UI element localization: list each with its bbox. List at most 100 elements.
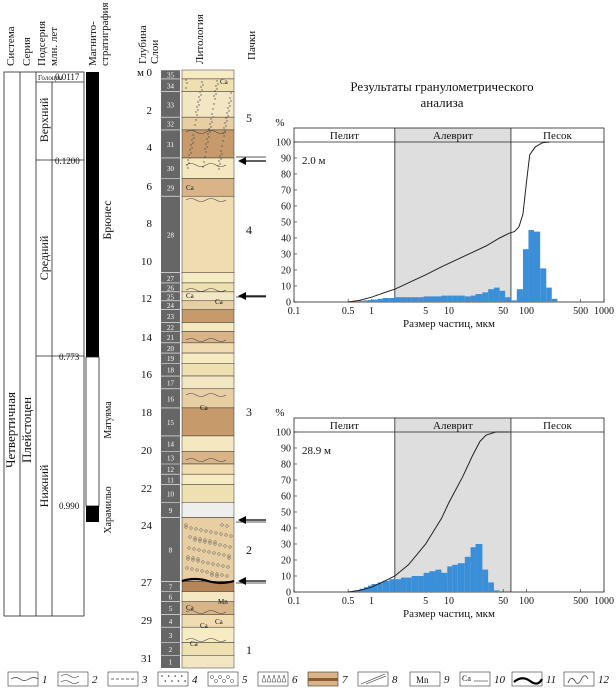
histogram-bar — [367, 585, 372, 592]
layer-number: 25 — [167, 293, 175, 301]
lithology-label: Ca — [200, 404, 209, 412]
histogram-bar — [452, 295, 458, 302]
pack-number: 3 — [246, 405, 252, 419]
y-tick-label: 40 — [281, 524, 291, 535]
histogram-bar — [382, 298, 390, 302]
histogram-bar — [435, 296, 442, 302]
lithology-layer — [181, 463, 235, 475]
layer-number: 32 — [167, 121, 175, 129]
layer-number: 28 — [167, 231, 175, 239]
legend-number: 6 — [292, 674, 298, 686]
col-depth-unit: м — [137, 67, 144, 79]
legend-swatch — [57, 671, 89, 687]
age-3: 0.990 — [59, 501, 80, 511]
lithology-column: Ca Ca Ca Ca Ca Mn Ca Ca Ca Ca — [181, 69, 235, 669]
gravel-circle — [213, 542, 217, 546]
sand-dot — [220, 150, 222, 152]
sand-dot — [216, 88, 218, 90]
cumulative-curve — [348, 141, 550, 303]
legend-dot — [164, 680, 167, 682]
histogram-bar — [457, 563, 465, 592]
histogram-bar — [475, 544, 483, 592]
legend-number: 11 — [546, 674, 556, 686]
y-tick-label: 60 — [281, 492, 291, 503]
sand-dot — [190, 152, 192, 154]
depth-tick: 27 — [141, 577, 153, 589]
histogram-bar — [389, 579, 395, 592]
grain-size-chart-bottom: Пелит Алеврит Песок 0 10 20 30 40 50 60 70 80 90 100%… — [275, 407, 614, 620]
sand-dot — [230, 100, 232, 102]
y-tick-label: 30 — [281, 540, 291, 551]
sand-dot — [189, 149, 191, 151]
histogram-bar — [464, 296, 471, 302]
layer-number: 11 — [167, 476, 174, 484]
lower-label: Нижний — [37, 464, 51, 507]
y-tick-label: 70 — [281, 476, 291, 487]
cumulative-curve — [348, 431, 510, 593]
depth-tick: 31 — [141, 653, 152, 665]
sand-dot — [204, 148, 206, 150]
depth-tick: 8 — [147, 218, 153, 230]
gravel-circle — [229, 534, 233, 538]
layer-number: 18 — [167, 367, 175, 375]
sand-dot — [201, 81, 203, 83]
sand-dot — [229, 97, 231, 99]
y-tick-label: 50 — [281, 508, 291, 519]
sand-dot — [188, 154, 190, 156]
depth-tick: 12 — [141, 293, 152, 305]
legend-number: 10 — [494, 674, 506, 686]
x-tick-label: 1 — [369, 306, 374, 317]
histogram-bar — [493, 287, 500, 302]
histogram-bar — [400, 577, 407, 592]
gravel-circle — [200, 569, 204, 573]
legend-number: 2 — [92, 674, 98, 686]
sand-dot — [189, 157, 191, 159]
sand-dot — [209, 131, 211, 133]
legend-gravel — [218, 675, 222, 679]
histogram-bar — [441, 572, 448, 592]
layer-number: 10 — [167, 490, 175, 498]
legend-dot — [161, 675, 163, 677]
gravel-circle — [184, 525, 188, 529]
sand-dot — [228, 110, 230, 112]
gravel-circle — [211, 562, 215, 566]
legend-angular — [281, 674, 287, 683]
arrow-icon — [238, 157, 266, 165]
sand-dot — [227, 115, 229, 117]
gravel-circle — [198, 537, 202, 541]
gravel-circle — [193, 538, 197, 542]
legend-angular — [271, 674, 277, 683]
histogram-bar — [363, 587, 368, 592]
zone-label: Алеврит — [433, 420, 473, 432]
y-tick-label: 40 — [281, 234, 291, 245]
layer-number: 9 — [169, 507, 173, 515]
zone-label: Алеврит — [433, 130, 473, 142]
y-tick-label: 50 — [281, 218, 291, 229]
y-tick-label: 0 — [286, 298, 291, 309]
gravel-circle — [210, 571, 214, 575]
sand-dot — [198, 96, 200, 98]
histogram-bar — [423, 296, 430, 302]
layer-number: 7 — [169, 583, 173, 591]
legend-number: 9 — [444, 674, 450, 686]
gravel-circle — [185, 566, 189, 570]
gravel-circle — [191, 558, 195, 562]
sand-dot — [230, 92, 232, 94]
histogram-bar — [406, 297, 412, 302]
gravel-circle — [225, 574, 229, 578]
histogram-bar — [441, 295, 448, 302]
zone-label: Пелит — [330, 130, 359, 142]
lithology-layer — [181, 517, 235, 582]
histogram-bar — [516, 289, 523, 302]
sand-dot — [211, 121, 213, 123]
sand-dot — [204, 156, 206, 158]
legend-wavy2 — [60, 674, 80, 684]
lithology-layer — [181, 272, 235, 284]
histogram-bar — [470, 547, 476, 592]
histogram-bar — [389, 298, 395, 302]
col-layers: Слои — [149, 40, 161, 64]
chart-title-line2: анализа — [421, 95, 464, 110]
x-tick-label: 0.1 — [288, 306, 301, 317]
stratigraphic-columns: Система Серия Подсерия млн. лет Магнито-… — [3, 2, 258, 617]
